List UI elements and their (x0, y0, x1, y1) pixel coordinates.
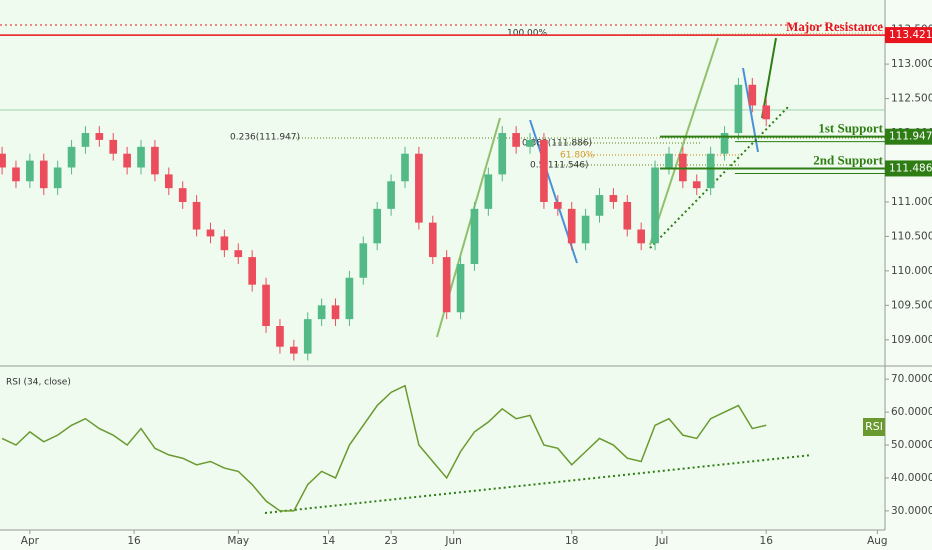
candle-body (526, 139, 534, 147)
rsi-badge (863, 418, 885, 436)
candle-body (67, 146, 76, 168)
candle-body (178, 188, 187, 202)
candle-body (206, 229, 215, 237)
level-label: 2nd Support (813, 152, 883, 167)
y-tick-label: 113.000 (891, 58, 932, 70)
x-tick-label: 16 (760, 535, 774, 547)
candle-body (53, 167, 62, 189)
candle-body (651, 167, 659, 244)
candle-body (359, 243, 368, 278)
x-tick-label: Jul (655, 535, 669, 547)
candle-body (137, 146, 145, 168)
fib-label: 0.382(111.886) (522, 139, 592, 149)
rsi-line (1, 384, 767, 512)
fib-label: 100.00% (507, 29, 547, 39)
candle-body (720, 133, 729, 154)
candle-body (123, 153, 131, 168)
candle-body (665, 153, 673, 168)
x-tick-label: 23 (384, 535, 397, 547)
candle-body (248, 257, 256, 285)
candle-body (567, 208, 576, 244)
x-tick-label: 16 (127, 535, 141, 547)
price-tag (885, 160, 932, 177)
y-tick-label: 112.500 (891, 93, 932, 105)
candle-body (387, 181, 395, 209)
candle-body (39, 160, 48, 189)
candle-body (512, 133, 520, 147)
candle-body (290, 346, 298, 354)
x-tick-label: Aug (867, 535, 888, 547)
price-tag (885, 27, 932, 44)
candle-body (331, 305, 340, 320)
y-tick-label: 111.000 (891, 196, 932, 208)
candle-body (81, 133, 90, 147)
y-tick-label: 110.500 (891, 230, 932, 242)
candle-body (151, 146, 159, 175)
candle-body (220, 236, 229, 251)
candle-body (95, 133, 104, 140)
fib-label: 0.236(111.947) (230, 133, 300, 143)
candle-body (164, 174, 173, 189)
candle-body (317, 305, 326, 320)
fib-label: 0.5(111.546) (530, 161, 589, 171)
candle-body (706, 153, 715, 189)
candle-body (109, 139, 118, 154)
candle-body (470, 208, 479, 264)
candle-body (609, 195, 618, 202)
y-tick-label: 109.000 (891, 334, 932, 346)
candle-body (762, 105, 771, 120)
y-tick-label: 109.500 (891, 299, 932, 311)
rsi-title: RSI (34, close) (6, 378, 71, 388)
candle-body (540, 139, 548, 202)
candle-body (415, 153, 423, 223)
x-tick-label: Apr (21, 535, 40, 547)
candle-body (692, 181, 701, 189)
candle-body (192, 201, 201, 230)
price-tag-label: 113.421 (889, 29, 932, 41)
candle-body (0, 153, 6, 168)
axis-background (0, 530, 885, 550)
candle-body (12, 167, 20, 182)
y-tick-label: 40.0000 (891, 472, 932, 484)
level-label: 1st Support (818, 121, 883, 136)
candle-body (262, 284, 270, 327)
fib-label: 61.80% (560, 151, 595, 161)
candle-body (623, 201, 632, 230)
candle-body (345, 277, 354, 320)
candle-body (748, 84, 757, 106)
candle-body (428, 222, 437, 258)
x-tick-label: Jun (444, 535, 461, 547)
candle-body (26, 160, 34, 182)
axis-background (885, 0, 932, 550)
candle-body (456, 263, 465, 313)
candle-body (637, 229, 645, 244)
candle-body (401, 153, 409, 182)
y-tick-label: 50.0000 (891, 439, 932, 451)
candle-body (595, 195, 604, 216)
candle-body (234, 250, 243, 258)
x-tick-label: 18 (565, 535, 578, 547)
x-tick-label: May (227, 535, 249, 547)
x-tick-label: 14 (322, 535, 336, 547)
candle-body (276, 326, 284, 347)
price-tag-label: 111.486 (889, 162, 932, 174)
y-tick-label: 70.0000 (891, 373, 932, 385)
candle-body (484, 174, 493, 209)
candle-body (303, 319, 312, 354)
candle-body (734, 84, 743, 134)
y-tick-label: 60.0000 (891, 406, 932, 418)
candle-body (553, 201, 562, 209)
rsi-badge-label: RSI (865, 420, 883, 433)
candle-body (498, 133, 507, 175)
price-tag-label: 111.947 (889, 131, 932, 143)
price-tag (885, 128, 932, 145)
level-label: Major Resistance (786, 19, 883, 34)
candle-body (581, 215, 590, 244)
y-tick-label: 110.000 (891, 265, 932, 277)
y-tick-label: 30.0000 (891, 505, 932, 517)
candle-body (373, 208, 382, 244)
candle-body (442, 257, 451, 313)
